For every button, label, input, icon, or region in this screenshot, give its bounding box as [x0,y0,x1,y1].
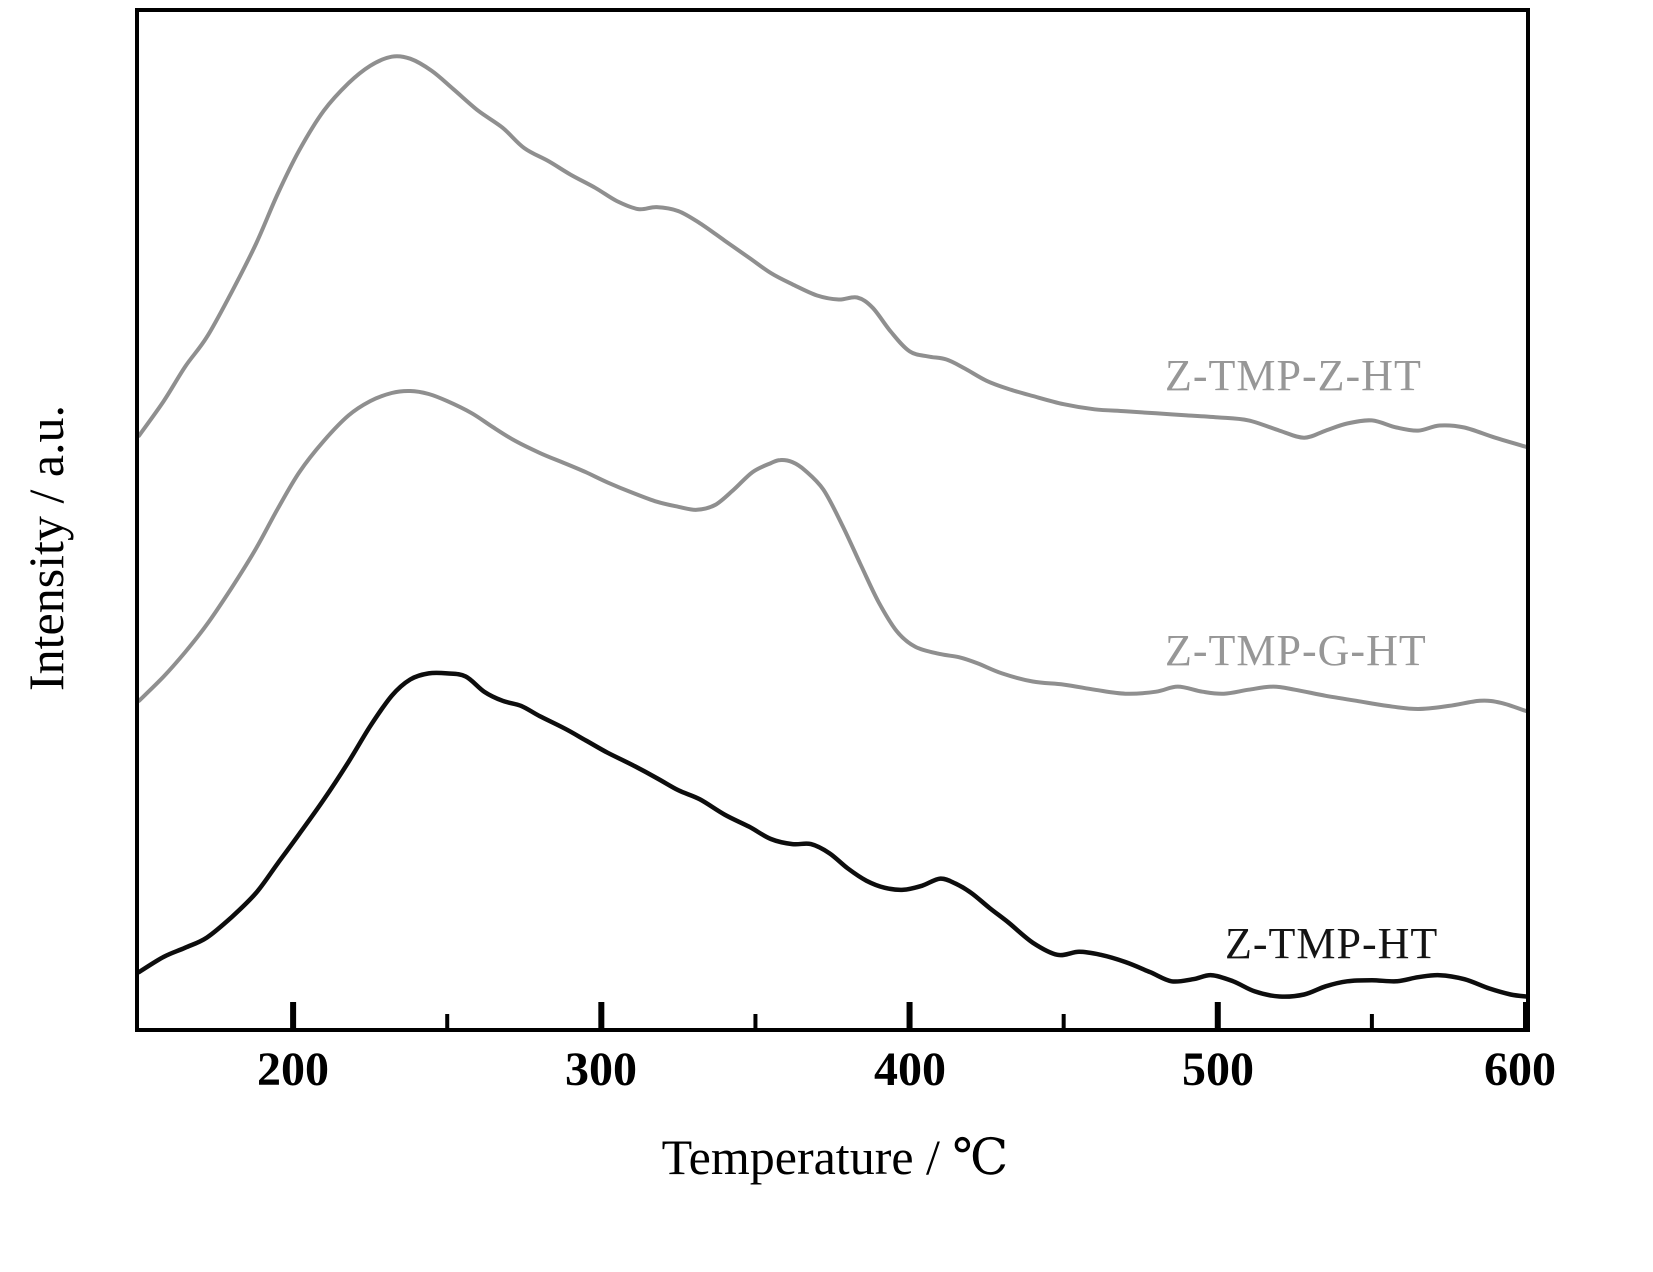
series-label-z-tmp-z-ht: Z-TMP-Z-HT [1165,351,1422,400]
x-axis-title: Temperature / ℃ [661,1129,1009,1185]
curve-z-tmp-ht [139,670,1526,999]
x-tick-label-300: 300 [565,1043,637,1096]
series-label-z-tmp-ht: Z-TMP-HT [1225,919,1439,968]
x-tick-label-500: 500 [1182,1043,1254,1096]
x-tick-label-400: 400 [874,1043,946,1096]
y-axis-title: Intensity / a.u. [18,404,74,692]
series-label-z-tmp-g-ht: Z-TMP-G-HT [1165,626,1427,675]
x-tick-label-600: 600 [1484,1043,1556,1096]
x-tick-label-200: 200 [257,1043,329,1096]
curve-z-tmp-z-ht [139,54,1526,449]
tpd-curves-svg [139,54,1526,1028]
plot-area: Z-TMP-Z-HT Z-TMP-G-HT Z-TMP-HT [135,8,1530,1032]
curve-z-tmp-g-ht [139,388,1526,713]
